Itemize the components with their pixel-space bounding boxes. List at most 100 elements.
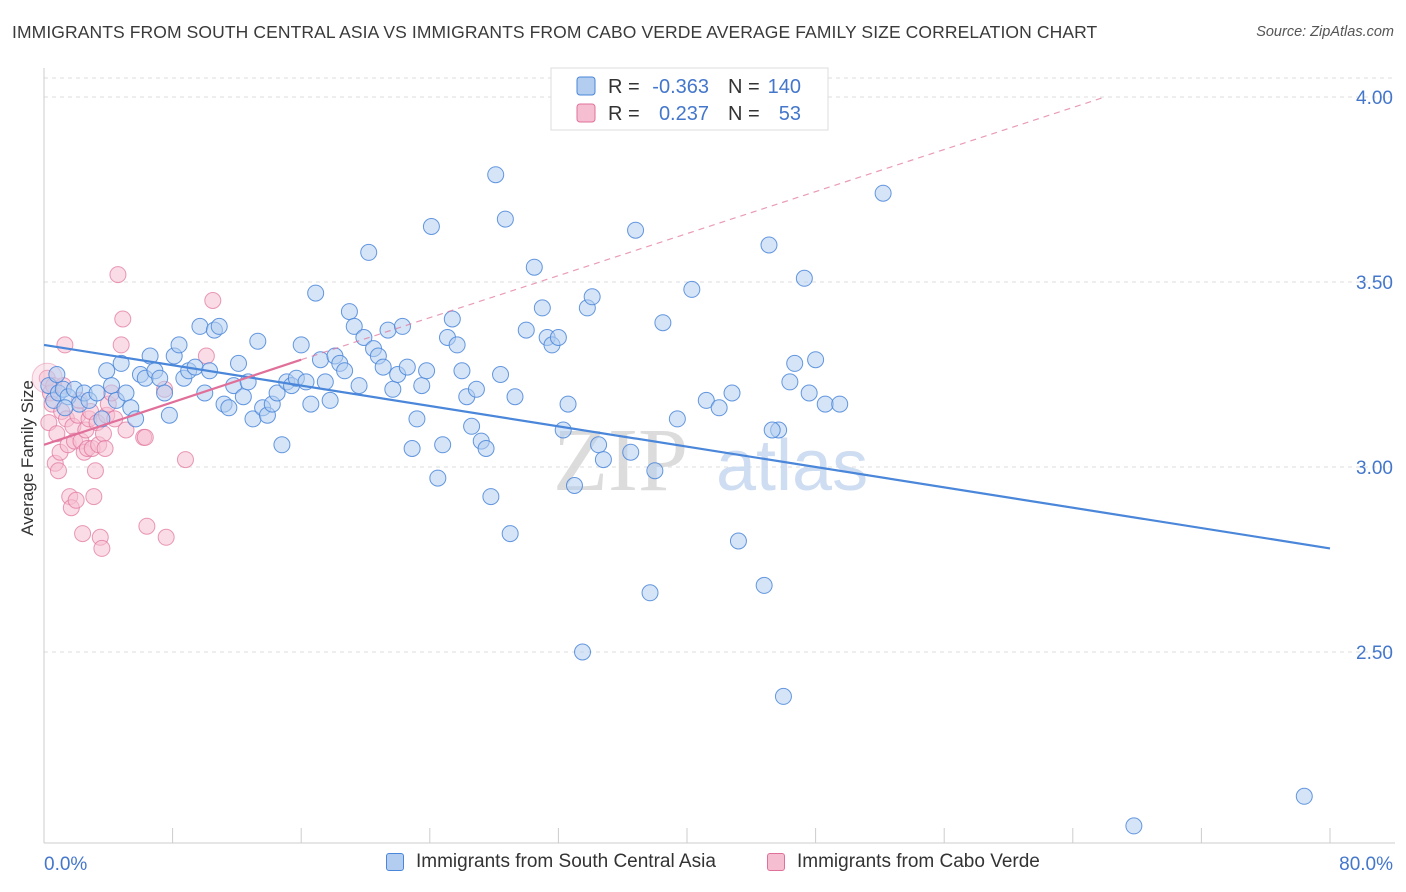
blue-point-135 [874, 184, 892, 202]
blue-point-100 [533, 299, 551, 317]
blue-point-92 [482, 488, 500, 506]
y-tick-label-2: 3.50 [1356, 273, 1393, 294]
blue-point-82 [434, 436, 452, 454]
legend-n-value-2: 53 [779, 103, 801, 125]
axes [43, 68, 1395, 844]
blue-point-24 [151, 369, 169, 387]
blue-point-98 [517, 321, 535, 339]
pink-point-30 [86, 462, 104, 480]
blue-point-95 [496, 210, 514, 228]
blue-point-49 [273, 436, 291, 454]
blue-point-28 [170, 336, 188, 354]
pink-point-18 [67, 491, 85, 509]
chart-title: IMMIGRANTS FROM SOUTH CENTRAL ASIA VS IM… [12, 22, 1098, 42]
bottom-legend-item-cabo-verde: Immigrants from Cabo Verde [767, 851, 1040, 873]
series-south-central-asia [40, 166, 1313, 835]
blue-point-113 [627, 221, 645, 239]
blue-point-36 [210, 317, 228, 335]
blue-point-109 [583, 288, 601, 306]
blue-point-114 [641, 584, 659, 602]
blue-point-56 [307, 284, 325, 302]
pink-point-52 [204, 292, 222, 309]
bottom-legend: Immigrants from South Central Asia Immig… [0, 851, 1406, 877]
blue-point-119 [697, 391, 715, 409]
blue-point-133 [816, 395, 834, 413]
blue-point-74 [393, 317, 411, 335]
blue-point-65 [350, 377, 368, 395]
blue-point-94 [492, 366, 510, 383]
pink-point-29 [85, 488, 103, 506]
blue-point-89 [467, 380, 485, 398]
blue-point-93 [487, 166, 505, 184]
blue-point-41 [234, 388, 252, 406]
y-tick-label-0: 2.50 [1356, 643, 1393, 664]
blue-point-132 [807, 351, 825, 369]
blue-point-97 [506, 388, 524, 406]
blue-point-104 [554, 421, 572, 439]
pink-point-47 [138, 517, 156, 535]
blue-point-79 [418, 362, 436, 380]
blue-point-33 [196, 384, 214, 402]
pink-point-22 [74, 525, 92, 543]
pink-point-42 [112, 336, 130, 354]
bottom-legend-swatch-pink [767, 853, 785, 871]
pink-point-43 [114, 310, 132, 328]
blue-point-26 [160, 406, 178, 424]
legend-box [550, 67, 829, 131]
blue-point-86 [453, 362, 471, 380]
blue-point-126 [763, 421, 781, 439]
blue-point-9 [56, 399, 74, 417]
blue-point-64 [345, 317, 363, 335]
blue-point-131 [800, 384, 818, 402]
blue-point-66 [355, 329, 373, 346]
pink-point-49 [157, 528, 175, 546]
blue-point-77 [408, 410, 426, 428]
trend-line-cabo-verde [43, 358, 302, 446]
blue-point-25 [156, 384, 174, 402]
blue-point-123 [755, 576, 773, 594]
legend-r-label-2: R = [608, 103, 640, 125]
blue-point-57 [311, 351, 329, 369]
x-tick-label-max: 80.0% [1339, 854, 1393, 875]
blue-point-127 [774, 687, 792, 705]
blue-point-115 [646, 462, 664, 480]
blue-point-12 [93, 410, 111, 428]
pink-point-41 [109, 266, 127, 284]
y-axis-label: Average Family Size [18, 380, 37, 536]
pink-point-46 [136, 428, 154, 446]
blue-point-67 [360, 243, 378, 261]
blue-point-134 [831, 395, 849, 413]
pink-point-50 [176, 451, 194, 469]
blue-point-96 [501, 525, 519, 543]
watermark-atlas: atlas [716, 426, 868, 506]
pink-point-44 [117, 421, 135, 439]
bottom-legend-label-pink: Immigrants from Cabo Verde [797, 851, 1040, 872]
blue-point-72 [384, 380, 402, 398]
watermark-zip: ZIP [553, 411, 688, 510]
blue-point-59 [321, 391, 339, 409]
blue-point-62 [336, 362, 354, 380]
blue-point-70 [374, 358, 392, 376]
blue-point-13 [98, 362, 116, 380]
blue-point-14 [103, 377, 121, 395]
legend-n-label-2: N = [728, 103, 760, 125]
blue-point-116 [654, 314, 672, 332]
blue-point-8 [48, 366, 66, 383]
blue-point-78 [413, 377, 431, 395]
blue-point-76 [403, 440, 421, 457]
blue-point-124 [760, 236, 778, 254]
blue-point-136 [1295, 787, 1313, 805]
trend-line-cabo-verde-extended [301, 96, 1106, 361]
blue-point-129 [786, 354, 804, 372]
blue-point-91 [477, 440, 495, 457]
bottom-legend-swatch-blue [386, 853, 404, 871]
blue-point-128 [781, 373, 799, 391]
legend: R = -0.363 N = 140 R = 0.237 N = 53 [550, 67, 829, 131]
blue-point-32 [191, 317, 209, 335]
pink-point-7 [49, 462, 67, 480]
blue-point-106 [565, 477, 583, 494]
trend-line-south-central-asia [43, 343, 1331, 550]
watermark: ZIP atlas [553, 411, 868, 510]
bottom-legend-label-blue: Immigrants from South Central Asia [416, 851, 716, 872]
